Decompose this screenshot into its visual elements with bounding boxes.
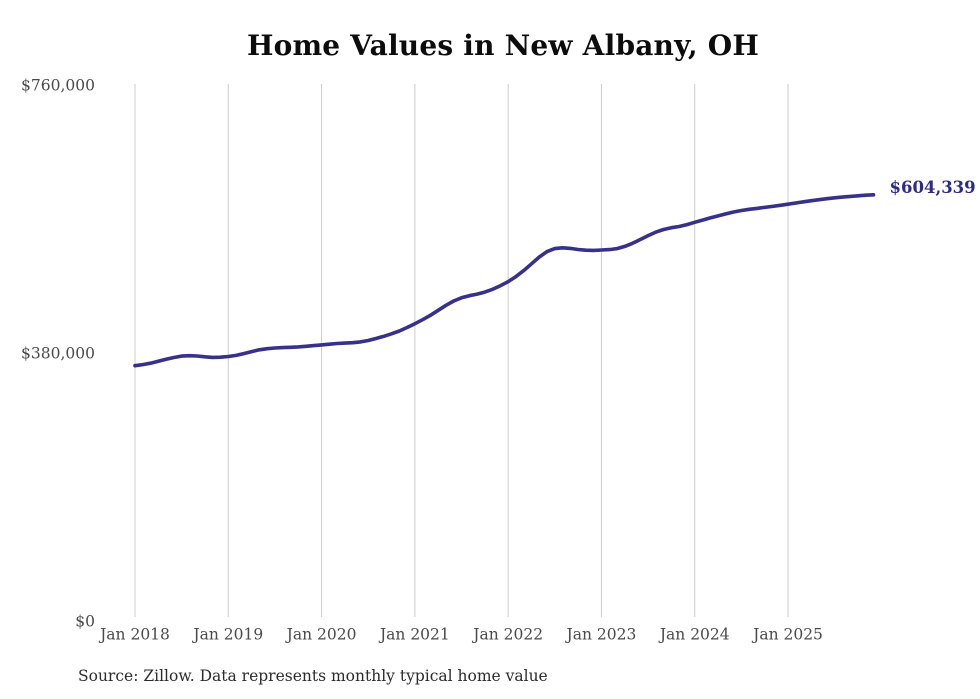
x-tick-label: Jan 2018 [98, 626, 170, 644]
x-tick-label: Jan 2019 [191, 626, 263, 644]
y-axis-tick-labels: $0 $380,000 $760,000 [21, 77, 95, 631]
x-tick-label: Jan 2024 [658, 626, 730, 644]
x-axis-tick-labels: Jan 2018 Jan 2019 Jan 2020 Jan 2021 Jan 2022… [98, 626, 823, 644]
x-tick-label: Jan 2020 [285, 626, 357, 644]
x-tick-label: Jan 2022 [471, 626, 543, 644]
x-tick-label: Jan 2023 [565, 626, 637, 644]
chart-title: Home Values in New Albany, OH [246, 29, 760, 62]
source-note: Source: Zillow. Data represents monthly … [78, 667, 548, 685]
x-tick-label: Jan 2021 [378, 626, 450, 644]
home-value-line [133, 193, 876, 368]
y-tick-label: $760,000 [21, 77, 95, 95]
y-tick-label: $380,000 [21, 345, 95, 363]
latest-value-label: $604,339 [890, 178, 976, 197]
gridlines [134, 84, 789, 617]
x-tick-label: Jan 2025 [751, 626, 823, 644]
y-tick-label: $0 [75, 613, 95, 631]
